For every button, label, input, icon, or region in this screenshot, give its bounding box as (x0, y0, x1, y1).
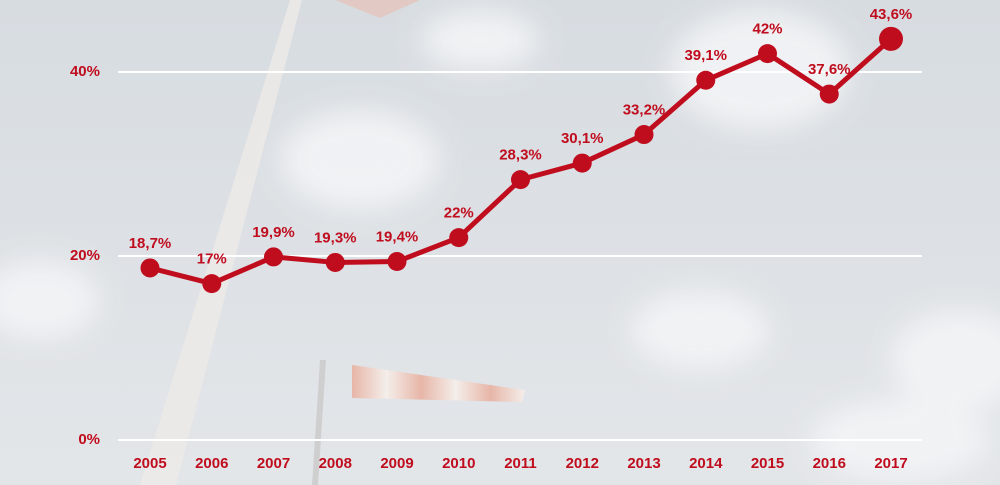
x-tick-label: 2009 (380, 455, 413, 472)
x-tick-label: 2006 (195, 455, 228, 472)
data-label: 33,2% (623, 102, 666, 119)
x-tick-label: 2014 (689, 455, 723, 472)
point (819, 84, 839, 104)
point (387, 252, 407, 272)
point (572, 153, 592, 173)
x-tick-label: 2005 (133, 455, 166, 472)
point (202, 274, 222, 294)
x-tick-label: 2013 (627, 455, 660, 472)
data-label: 42% (752, 21, 782, 38)
data-label: 17% (197, 251, 227, 268)
data-label: 30,1% (561, 130, 604, 147)
point (325, 252, 345, 272)
point (449, 228, 469, 248)
x-tick-label: 2007 (257, 455, 290, 472)
data-label: 19,3% (314, 229, 357, 246)
point (696, 70, 716, 90)
x-tick-label: 2016 (813, 455, 846, 472)
point (634, 125, 654, 145)
x-tick-label: 2010 (442, 455, 475, 472)
x-tick-label: 2012 (566, 455, 599, 472)
x-tick-label: 2008 (319, 455, 352, 472)
point (879, 26, 903, 51)
x-tick-label: 2011 (504, 455, 537, 472)
point (758, 44, 777, 64)
data-label: 19,4% (376, 228, 419, 245)
x-tick-label: 2015 (751, 455, 784, 472)
data-label: 39,1% (684, 47, 727, 64)
y-tick-label: 20% (70, 247, 100, 264)
point (511, 170, 530, 190)
y-tick-label: 0% (78, 431, 100, 448)
data-label: 28,3% (499, 147, 542, 164)
data-label: 19,9% (252, 224, 295, 241)
data-label: 18,7% (129, 235, 172, 252)
point (264, 247, 283, 267)
x-tick-label: 2017 (874, 455, 907, 472)
data-label: 43,6% (870, 6, 913, 23)
point (140, 258, 160, 278)
data-label: 22% (444, 205, 474, 222)
data-label: 37,6% (808, 61, 851, 78)
y-tick-label: 40% (70, 63, 100, 80)
